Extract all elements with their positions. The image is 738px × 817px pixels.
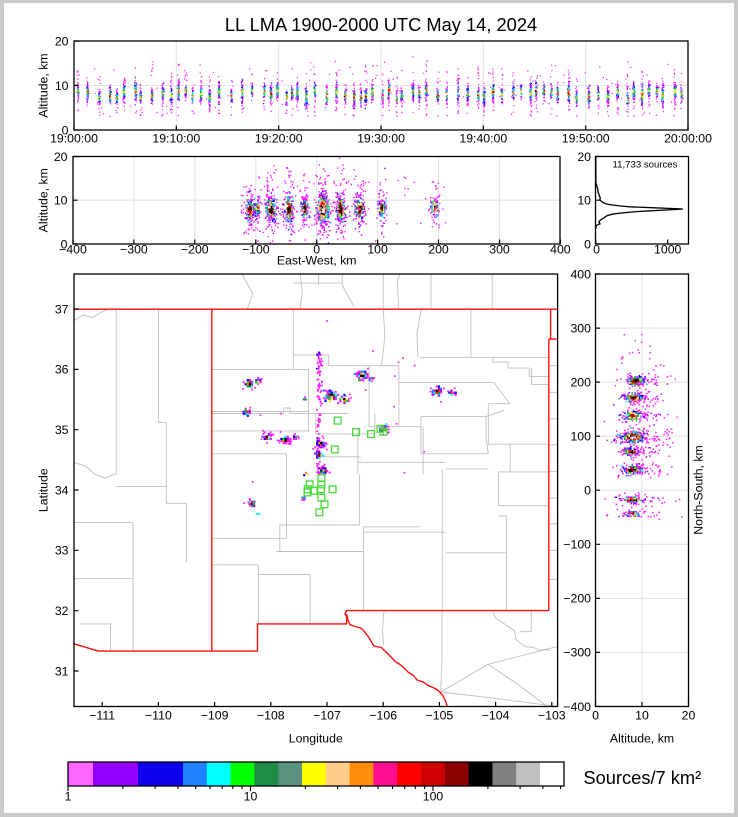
svg-text:400: 400 [570, 267, 591, 281]
svg-text:East-West, km: East-West, km [277, 254, 357, 268]
svg-text:20: 20 [54, 150, 68, 164]
svg-text:−200: −200 [181, 243, 209, 257]
svg-text:19:40:00: 19:40:00 [459, 132, 507, 146]
svg-text:19:50:00: 19:50:00 [562, 132, 610, 146]
svg-text:31: 31 [55, 664, 69, 678]
svg-text:−100: −100 [242, 243, 270, 257]
svg-text:−400: −400 [59, 243, 87, 257]
svg-text:1: 1 [65, 790, 72, 804]
svg-text:10: 10 [55, 79, 69, 93]
svg-text:Altitude, km: Altitude, km [37, 53, 51, 117]
svg-text:−103: −103 [538, 709, 566, 723]
svg-text:300: 300 [570, 321, 591, 335]
svg-text:200: 200 [570, 375, 591, 389]
svg-text:20: 20 [577, 150, 591, 164]
svg-text:−400: −400 [563, 700, 591, 714]
svg-text:10: 10 [635, 709, 649, 723]
svg-text:10: 10 [244, 790, 258, 804]
svg-text:10: 10 [577, 194, 591, 208]
svg-text:20: 20 [682, 709, 696, 723]
svg-text:32: 32 [55, 604, 69, 618]
svg-text:Longitude: Longitude [289, 732, 343, 746]
svg-text:11,733 sources: 11,733 sources [613, 160, 678, 171]
svg-text:Latitude: Latitude [37, 468, 51, 512]
svg-text:0: 0 [584, 237, 591, 251]
svg-text:200: 200 [428, 243, 449, 257]
svg-text:−106: −106 [369, 709, 397, 723]
svg-text:100: 100 [423, 790, 444, 804]
svg-text:−104: −104 [482, 709, 510, 723]
svg-text:20: 20 [55, 34, 69, 48]
svg-text:Sources/7 km²: Sources/7 km² [583, 767, 701, 788]
svg-text:−100: −100 [563, 538, 591, 552]
svg-text:33: 33 [55, 544, 69, 558]
svg-text:37: 37 [55, 302, 69, 316]
svg-text:0: 0 [584, 484, 591, 498]
svg-text:−110: −110 [145, 709, 172, 723]
svg-text:36: 36 [55, 363, 69, 377]
svg-text:−300: −300 [563, 646, 591, 660]
svg-text:1000: 1000 [654, 243, 682, 257]
svg-text:Altitude, km: Altitude, km [610, 732, 674, 746]
svg-text:10: 10 [54, 194, 68, 208]
svg-text:North-South, km: North-South, km [692, 445, 706, 535]
svg-text:−105: −105 [426, 709, 454, 723]
svg-text:20:00:00: 20:00:00 [664, 132, 712, 146]
svg-text:100: 100 [570, 430, 591, 444]
svg-text:34: 34 [55, 483, 69, 497]
svg-text:0: 0 [592, 709, 599, 723]
svg-text:100: 100 [367, 243, 388, 257]
svg-text:19:30:00: 19:30:00 [357, 132, 405, 146]
svg-text:19:20:00: 19:20:00 [255, 132, 303, 146]
svg-text:35: 35 [55, 423, 69, 437]
svg-text:−200: −200 [563, 592, 591, 606]
svg-text:0: 0 [593, 243, 600, 257]
svg-text:19:10:00: 19:10:00 [152, 132, 200, 146]
svg-text:400: 400 [550, 243, 571, 257]
svg-text:−109: −109 [201, 709, 229, 723]
svg-text:Altitude, km: Altitude, km [37, 168, 51, 232]
svg-text:−111: −111 [89, 709, 115, 723]
svg-text:LL LMA 1900-2000 UTC May 14, 2: LL LMA 1900-2000 UTC May 14, 2024 [225, 14, 537, 35]
svg-text:0: 0 [313, 243, 320, 257]
svg-text:19:00:00: 19:00:00 [50, 132, 98, 146]
svg-text:−108: −108 [257, 709, 285, 723]
svg-text:300: 300 [489, 243, 510, 257]
svg-text:0: 0 [61, 237, 68, 251]
svg-text:−107: −107 [313, 709, 341, 723]
svg-text:0: 0 [62, 123, 69, 137]
svg-text:−300: −300 [120, 243, 148, 257]
